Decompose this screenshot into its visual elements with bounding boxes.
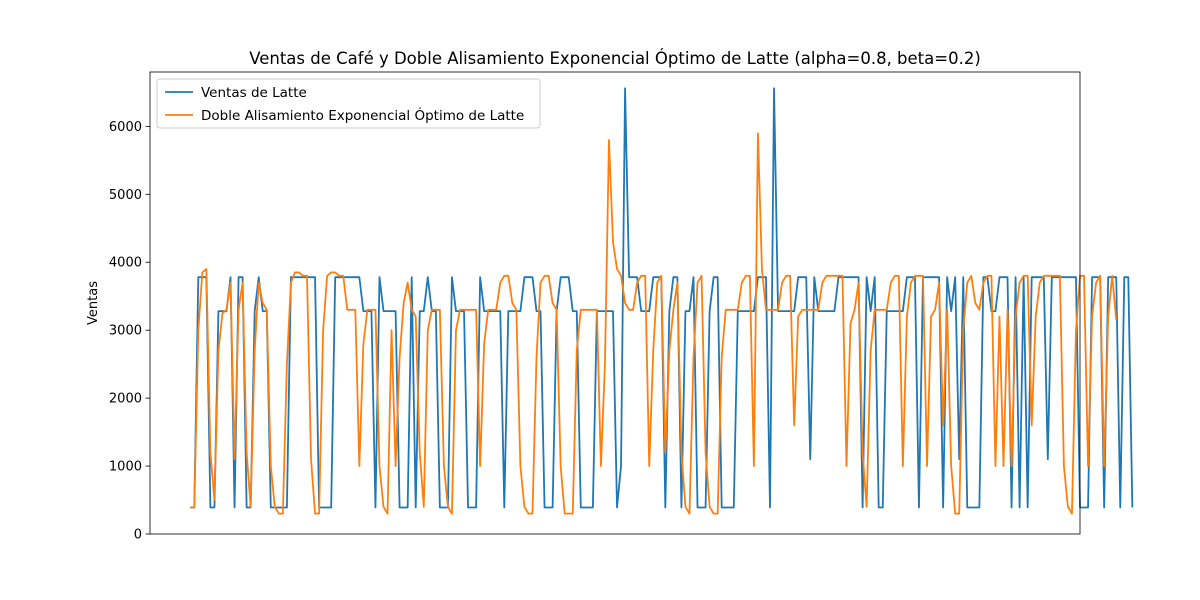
y-tick-label: 4000 [109,256,142,271]
y-tick-label: 0 [134,528,142,543]
plot-frame [149,71,1081,535]
series-layer [190,87,1134,515]
legend: Ventas de Latte Doble Alisamiento Expone… [156,78,541,129]
y-axis-label: Ventas [86,281,101,325]
y-tick-label: 3000 [109,324,142,339]
chart-title: Ventas de Café y Doble Alisamiento Expon… [249,49,981,68]
legend-label-ventas-de-latte: Ventas de Latte [201,85,307,101]
y-tick-label: 2000 [109,392,142,407]
y-tick-label: 1000 [109,460,142,475]
legend-box [156,78,541,129]
series-line-doble-alisamiento [190,132,1118,515]
y-tick-label: 6000 [109,120,142,135]
y-axis: 0 1000 2000 3000 4000 5000 6000 [109,120,150,543]
plot-area [150,72,1080,534]
y-tick-label: 5000 [109,188,142,203]
legend-label-doble-alisamiento: Doble Alisamiento Exponencial Óptimo de … [201,106,524,124]
